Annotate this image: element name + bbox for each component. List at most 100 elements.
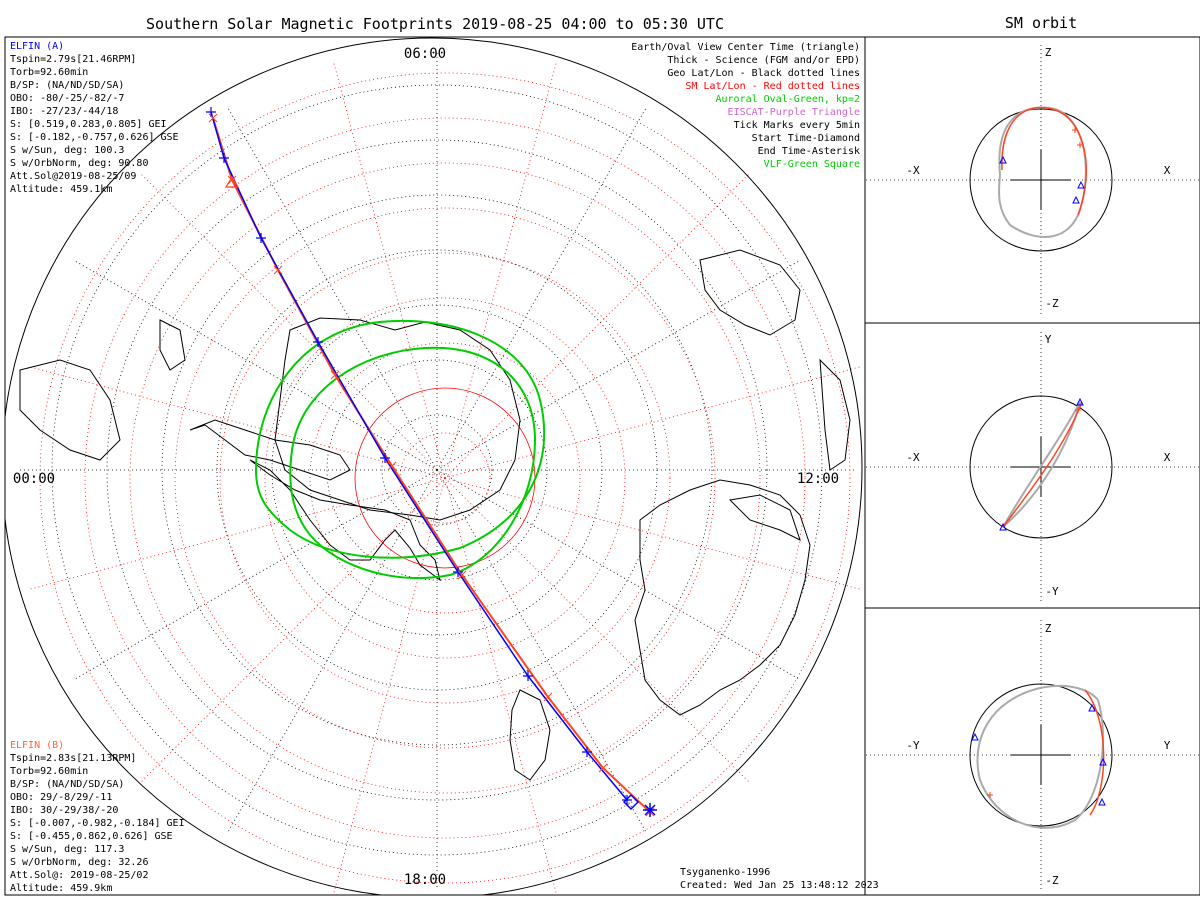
geo-meridian (226, 106, 438, 471)
probe-b-line: Altitude: 459.9km (10, 883, 112, 894)
orbit-path-probe (1002, 401, 1083, 528)
probe-b-view-center-triangle (224, 175, 240, 188)
probe-a-line: S w/OrbNorm, deg: 90.80 (10, 158, 148, 169)
probe-a-start-diamond (622, 793, 640, 811)
probe-b-line: S: [-0.455,0.862,0.626] GSE (10, 831, 173, 842)
orbit-marker-probe-a (1099, 757, 1107, 766)
auroral-oval-outer (254, 319, 546, 559)
geo-latitude-circle (326, 359, 548, 581)
orbit2-bottom-label: -Y (1045, 585, 1059, 598)
probe-b-name: ELFIN (B) (10, 740, 64, 751)
coastline (699, 249, 801, 336)
probe-a-line: S: [-0.182,-0.757,0.626] GSE (10, 132, 179, 143)
coastline (189, 419, 351, 481)
probe-b-line: S: [-0.007,-0.982,-0.184] GEI (10, 818, 185, 829)
sm-meridian (444, 173, 750, 479)
orbit-panel-2 (866, 332, 1199, 602)
legend-entry: Start Time-Diamond (752, 133, 860, 144)
orbit-marker-probe-a (1077, 180, 1085, 189)
probe-b-footprint-track (212, 117, 651, 813)
geo-meridian (436, 469, 801, 681)
orbit-marker-probe-a (999, 522, 1007, 531)
probe-b-line: B/SP: (NA/ND/SD/SA) (10, 779, 124, 790)
coastline (819, 358, 851, 471)
earth-circle (969, 683, 1113, 827)
legend: Earth/Oval View Center Time (triangle) T… (631, 42, 860, 170)
probe-a-line: S w/Sun, deg: 100.3 (10, 145, 124, 156)
probe-b-line: Tspin=2.83s[21.13RPM] (10, 753, 136, 764)
auroral-oval-inner (289, 346, 537, 579)
orbit-marker-probe-a (1076, 397, 1084, 406)
probe-a-line: S: [0.519,0.283,0.805] GEI (10, 119, 167, 130)
probe-a-line: Torb=92.60min (10, 67, 88, 78)
orbit3-right-label: Y (1164, 739, 1171, 752)
probe-b-line: OBO: 29/-8/29/-11 (10, 792, 112, 803)
legend-entry: Geo Lat/Lon - Black dotted lines (667, 68, 860, 79)
orbit1-right-label: X (1164, 164, 1171, 177)
coastline (19, 359, 121, 461)
legend-entry: End Time-Asterisk (758, 146, 860, 157)
orbit2-top-label: Y (1045, 333, 1052, 346)
legend-entry: Thick - Science (FGM and/or EPD) (667, 55, 860, 66)
orbit-marker-probe-b (987, 792, 993, 798)
geo-latitude-circle (106, 139, 768, 801)
geo-latitude-circle (161, 194, 713, 746)
orbit1-top-label: Z (1045, 46, 1052, 59)
legend-entry: Earth/Oval View Center Time (triangle) (631, 42, 860, 53)
probe-b-tick-mark (457, 570, 467, 580)
probe-a-tick-mark (313, 337, 323, 347)
probe-a-tick-mark (219, 153, 229, 163)
orbit2-right-label: X (1164, 451, 1171, 464)
geo-meridian (226, 469, 438, 834)
probe-a-tick-mark (523, 671, 533, 681)
sm-latitude-circle (129, 162, 761, 794)
orbit-path-probe (1084, 689, 1105, 816)
probe-b-tick-mark (543, 692, 553, 702)
probe-a-tick-mark (380, 453, 390, 463)
probe-a-info: ELFIN (A) Tspin=2.79s[21.46RPM] Torb=92.… (10, 41, 179, 195)
probe-b-line: IBO: 30/-29/38/-20 (10, 805, 118, 816)
sm-latitude-circle (174, 207, 716, 749)
geo-meridian (436, 259, 801, 471)
probe-a-line: B/SP: (NA/ND/SD/SA) (10, 80, 124, 91)
mlt-label-right: 12:00 (797, 471, 839, 487)
sm-meridian (140, 477, 446, 783)
sm-latitude-circle (84, 117, 806, 839)
coastline (509, 689, 551, 781)
legend-entry: Tick Marks every 5min (734, 120, 860, 131)
probe-b-line: Att.Sol@: 2019-08-25/02 (10, 870, 148, 881)
orbit1-left-label: -X (906, 164, 920, 177)
probe-a-name: ELFIN (A) (10, 41, 64, 52)
polar-map (5, 37, 863, 895)
created-credit: Created: Wed Jan 25 13:48:12 2023 (680, 880, 879, 891)
probe-b-tick-mark (273, 265, 283, 275)
orbit3-bottom-label: -Z (1045, 874, 1059, 887)
coastline (249, 459, 441, 582)
orbit1-bottom-label: -Z (1045, 297, 1059, 310)
orbit-path-gray (998, 106, 1087, 238)
orbit-marker-probe-b (1072, 127, 1078, 133)
probe-a-tick-mark (453, 567, 463, 577)
coastline (159, 319, 186, 371)
probe-a-line: Tspin=2.79s[21.46RPM] (10, 54, 136, 65)
probe-b-line: S w/Sun, deg: 117.3 (10, 844, 124, 855)
probe-a-line: Altitude: 459.1km (10, 184, 112, 195)
mlt-label-top: 06:00 (404, 46, 446, 62)
probe-b-tick-mark (227, 175, 237, 185)
mlt-label-left: 00:00 (13, 471, 55, 487)
earth-circle (969, 108, 1113, 252)
probe-a-line: Att.Sol@2019-08-25/09 (10, 171, 136, 182)
legend-entry: EISCAT-Purple Triangle (728, 107, 860, 118)
orbit-marker-probe-a (999, 155, 1007, 164)
orbit2-left-label: -X (906, 451, 920, 464)
orbit3-top-label: Z (1045, 622, 1052, 635)
sm-meridian (444, 62, 557, 479)
sm-meridian (29, 477, 446, 590)
geo-latitude-circle (381, 414, 493, 526)
model-credit: Tsyganenko-1996 (680, 867, 770, 878)
probe-b-info: ELFIN (B) Tspin=2.83s[21.13RPM] Torb=92.… (10, 740, 185, 894)
probe-a-tick-mark (582, 747, 592, 757)
orbit-path-gray (976, 684, 1104, 829)
geo-meridian (73, 259, 438, 471)
orbit-marker-probe-a (1072, 195, 1080, 204)
